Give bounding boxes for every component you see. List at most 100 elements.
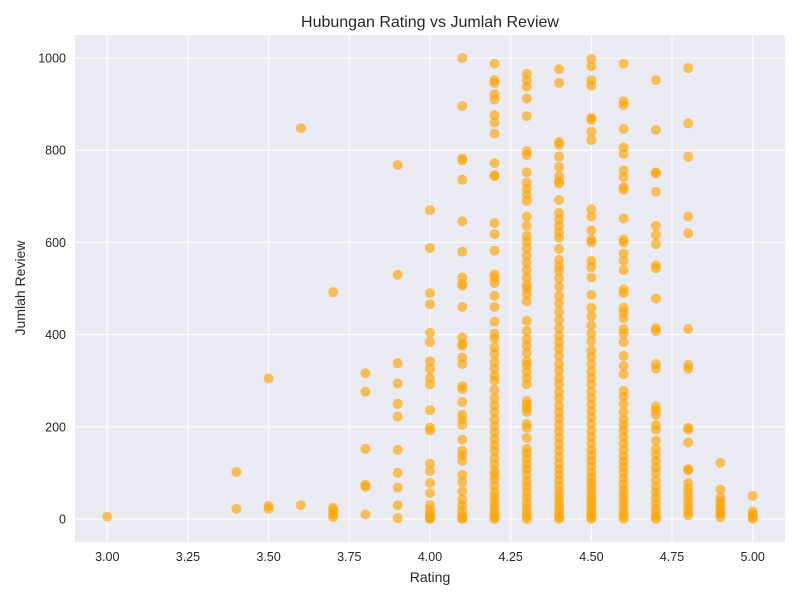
scatter-point	[554, 195, 565, 206]
scatter-point	[650, 363, 661, 374]
scatter-point	[650, 467, 661, 478]
scatter-point	[521, 195, 532, 206]
scatter-point	[457, 513, 468, 524]
scatter-point	[489, 316, 500, 327]
scatter-point	[554, 314, 565, 325]
scatter-point	[554, 232, 565, 243]
scatter-point	[392, 482, 403, 493]
scatter-point	[425, 299, 435, 310]
scatter-point	[586, 114, 597, 125]
scatter-point	[683, 424, 694, 435]
scatter-point	[457, 434, 468, 445]
scatter-point	[650, 124, 661, 135]
scatter-point	[457, 455, 468, 466]
scatter-point	[586, 272, 597, 283]
scatter-point	[586, 225, 597, 236]
scatter-point	[618, 398, 629, 409]
scatter-point	[425, 336, 435, 347]
scatter-point	[102, 511, 113, 522]
scatter-point	[554, 161, 565, 172]
scatter-point	[554, 139, 565, 150]
scatter-point	[650, 186, 661, 197]
scatter-point	[650, 75, 661, 86]
scatter-point	[586, 336, 597, 347]
scatter-point	[650, 409, 661, 420]
scatter-point	[747, 490, 758, 501]
scatter-point	[457, 280, 468, 291]
scatter-point	[586, 53, 597, 64]
scatter-point	[425, 363, 435, 374]
scatter-point	[586, 237, 597, 248]
scatter-point	[521, 422, 532, 433]
scatter-point	[618, 391, 629, 402]
scatter-point	[521, 407, 532, 418]
scatter-point	[521, 257, 532, 268]
data-points	[102, 53, 758, 524]
scatter-point	[683, 324, 694, 335]
scatter-point	[715, 484, 726, 495]
scatter-point	[489, 384, 500, 395]
scatter-point	[618, 58, 629, 69]
scatter-point	[392, 269, 403, 280]
scatter-point	[650, 513, 661, 524]
scatter-point	[554, 178, 565, 189]
scatter-point	[618, 369, 629, 380]
scatter-point	[618, 336, 629, 347]
scatter-point	[295, 500, 306, 511]
scatter-point	[618, 288, 629, 299]
scatter-point	[425, 513, 435, 524]
scatter-point	[554, 306, 565, 317]
scatter-point	[392, 398, 403, 409]
y-tick-label: 200	[45, 420, 66, 434]
scatter-point	[521, 340, 532, 351]
scatter-point	[618, 237, 629, 248]
scatter-point	[586, 320, 597, 331]
scatter-point	[715, 457, 726, 468]
scatter-point	[360, 509, 371, 520]
scatter-point	[392, 500, 403, 511]
scatter-point	[489, 128, 500, 139]
scatter-point	[586, 61, 597, 72]
scatter-point	[586, 135, 597, 146]
scatter-point	[425, 425, 435, 436]
scatter-point	[425, 405, 435, 416]
scatter-point	[489, 117, 500, 128]
scatter-point	[489, 363, 500, 374]
scatter-point	[489, 77, 500, 88]
scatter-point	[554, 77, 565, 88]
scatter-point	[457, 100, 468, 111]
scatter-point	[457, 155, 468, 166]
scatter-point	[683, 363, 694, 374]
scatter-point	[554, 343, 565, 354]
scatter-point	[521, 81, 532, 92]
scatter-point	[425, 379, 435, 390]
x-tick-label: 3.25	[176, 550, 200, 564]
scatter-point	[618, 171, 629, 182]
scatter-point	[425, 327, 435, 338]
scatter-point	[586, 302, 597, 313]
scatter-point	[618, 265, 629, 276]
scatter-point	[489, 393, 500, 404]
scatter-point	[489, 245, 500, 256]
scatter-point	[457, 419, 468, 430]
scatter-point	[425, 478, 435, 489]
scatter-point	[392, 378, 403, 389]
scatter-point	[554, 243, 565, 254]
scatter-point	[521, 289, 532, 300]
scatter-point	[489, 290, 500, 301]
scatter-point	[618, 255, 629, 266]
scatter-point	[489, 513, 500, 524]
scatter-point	[618, 328, 629, 339]
scatter-point	[489, 218, 500, 229]
scatter-point	[683, 63, 694, 74]
scatter-point	[554, 365, 565, 376]
scatter-point	[521, 315, 532, 326]
scatter-point	[425, 488, 435, 499]
scatter-point	[650, 293, 661, 304]
y-tick-label: 400	[45, 328, 66, 342]
scatter-point	[586, 211, 597, 222]
scatter-point	[392, 411, 403, 422]
scatter-point	[683, 151, 694, 162]
scatter-point	[521, 220, 532, 231]
